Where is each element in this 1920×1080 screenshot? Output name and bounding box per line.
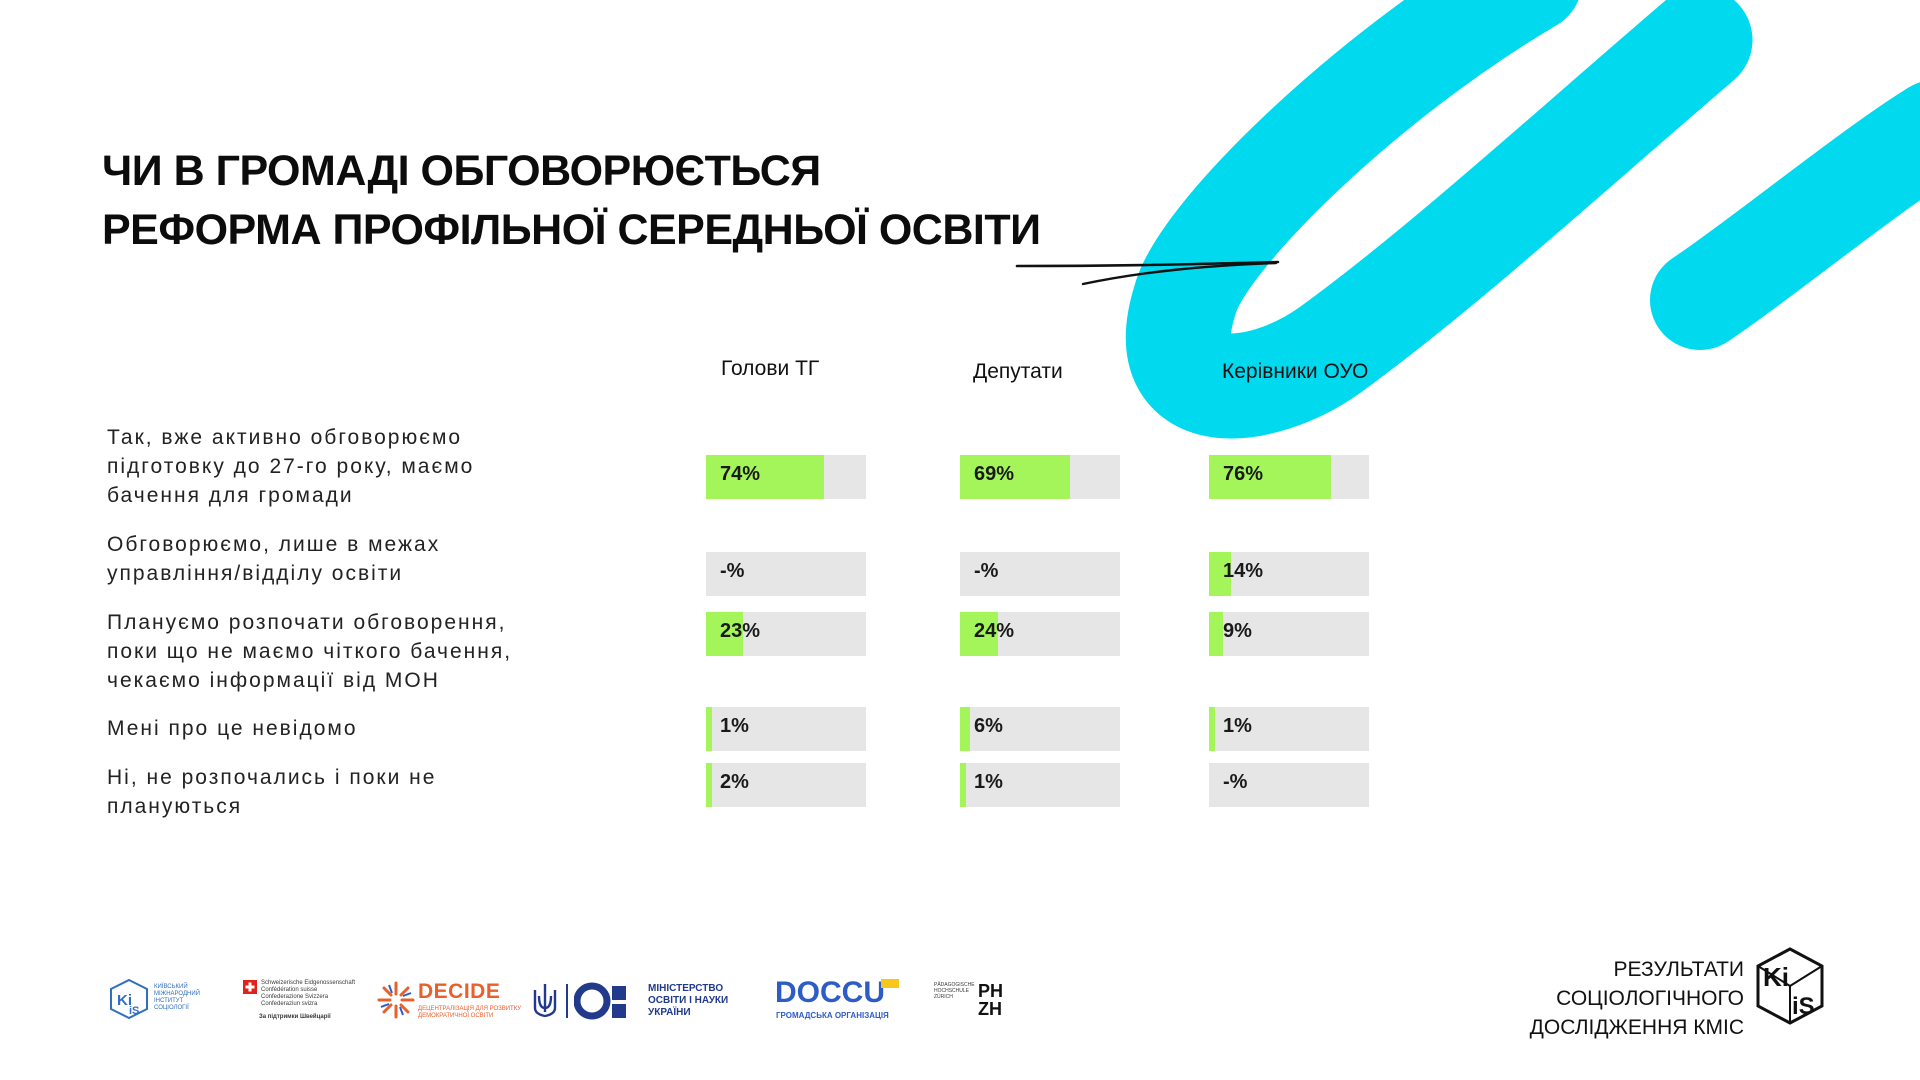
column-header-heads: Голови ТГ <box>721 357 820 380</box>
svg-text:Ki: Ki <box>117 992 132 1009</box>
bar-fill <box>706 707 712 751</box>
bar-value-label: 1% <box>1223 715 1252 737</box>
brand-caption: РЕЗУЛЬТАТИ СОЦІОЛОГІЧНОГО ДОСЛІДЖЕННЯ КМ… <box>1529 958 1744 1039</box>
bar-fill <box>1209 612 1224 656</box>
cyan-swirl-loop <box>1125 0 1753 439</box>
bar-value-label: 1% <box>974 771 1003 793</box>
title-line-1: ЧИ В ГРОМАДІ ОБГОВОРЮЄТЬСЯ <box>102 147 821 195</box>
logo-swiss: Schweizerische Eidgenossenschaft Confédé… <box>243 980 355 1020</box>
bar-fill <box>706 455 825 499</box>
bar-track: -% <box>1209 763 1369 807</box>
bar-track: 1% <box>1209 707 1369 751</box>
bar-track: 74% <box>706 455 866 499</box>
row-label-department-only: Обговорюємо, лише в межах управління/від… <box>107 533 441 585</box>
bar-fill <box>706 612 743 656</box>
bar-value-label: 74% <box>720 463 761 485</box>
bar-track: 6% <box>960 707 1120 751</box>
bar-track: 76% <box>1209 455 1369 499</box>
bar-fill <box>960 612 999 656</box>
bar-value-label: 1% <box>720 715 749 737</box>
bar-fill <box>960 763 966 807</box>
logo-mon: МІНІСТЕРСТВО ОСВІТИ І НАУКИ УКРАЇНИ <box>530 980 740 1024</box>
bar-track: 9% <box>1209 612 1369 656</box>
bar-value-label: 9% <box>1223 620 1252 642</box>
bar-fill <box>1209 707 1215 751</box>
column-header-deputies: Депутати <box>973 360 1063 383</box>
kiis-cube-icon: Ki iS <box>110 978 148 1020</box>
svg-text:iS: iS <box>129 1005 139 1017</box>
bar-track: 2% <box>706 763 866 807</box>
bar-fill <box>706 763 712 807</box>
mon-mark-icon <box>574 982 626 1020</box>
logo-kiis-small: Ki iS КИЇВСЬКИЙ МІЖНАРОДНИЙ ІНСТИТУТ СОЦ… <box>108 978 200 1025</box>
bar-track: -% <box>960 552 1120 596</box>
bar-fill <box>1209 552 1232 596</box>
bar-value-label: 6% <box>974 715 1003 737</box>
bar-track: 14% <box>1209 552 1369 596</box>
bar-value-label: 23% <box>720 620 761 642</box>
page-title: ЧИ В ГРОМАДІ ОБГОВОРЮЄТЬСЯ РЕФОРМА ПРОФІ… <box>102 142 1041 260</box>
swiss-cross-icon <box>243 980 257 994</box>
bar-value-label: 14% <box>1223 560 1264 582</box>
logo-decide: DECIDE ДЕЦЕНТРАЛІЗАЦІЯ ДЛЯ РОЗВИТКУ ДЕМО… <box>376 978 521 1022</box>
title-line-2: РЕФОРМА ПРОФІЛЬНОЇ СЕРЕДНЬОЇ ОСВІТИ <box>102 206 1041 254</box>
bar-value-label: 76% <box>1223 463 1264 485</box>
kiis-brand-logo: Ki iS <box>1756 947 1824 1025</box>
pen-stroke-2 <box>1081 261 1278 286</box>
bar-track: 1% <box>706 707 866 751</box>
decide-star-icon <box>377 981 415 1019</box>
bar-value-label: -% <box>720 560 745 582</box>
bar-track: 24% <box>960 612 1120 656</box>
row-label-not-started: Ні, не розпочались і поки не плануються <box>107 766 437 818</box>
logo-phzh: PÄDAGOGISCHE HOCHSCHULE ZÜRICH PH ZH <box>934 981 1004 1019</box>
bar-track: 69% <box>960 455 1120 499</box>
bar-value-label: -% <box>1223 771 1248 793</box>
brand-logo-is: iS <box>1792 993 1815 1020</box>
doccu-yellow-mark <box>881 979 899 988</box>
bar-value-label: 24% <box>974 620 1015 642</box>
row-label-unknown: Мені про це невідомо <box>107 717 358 740</box>
bar-fill <box>960 707 970 751</box>
bar-value-label: 2% <box>720 771 749 793</box>
logo-doccu: DOCCU ГРОМАДСЬКА ОРГАНІЗАЦІЯ <box>775 976 907 1024</box>
brand-logo-ki: Ki <box>1763 962 1789 992</box>
row-label-planning: Плануємо розпочати обговорення, поки що … <box>107 611 513 692</box>
bar-track: 1% <box>960 763 1120 807</box>
cyan-swirl-tail <box>1650 82 1920 350</box>
column-header-edu-heads: Керівники ОУО <box>1222 360 1369 383</box>
bar-track: -% <box>706 552 866 596</box>
bar-track: 23% <box>706 612 866 656</box>
bar-value-label: 69% <box>974 463 1015 485</box>
bar-value-label: -% <box>974 560 999 582</box>
row-label-active: Так, вже активно обговорюємо підготовку … <box>107 426 475 507</box>
bar-fill <box>1209 455 1331 499</box>
trident-icon <box>533 984 557 1018</box>
pen-stroke-1 <box>1015 260 1280 268</box>
bar-fill <box>960 455 1071 499</box>
